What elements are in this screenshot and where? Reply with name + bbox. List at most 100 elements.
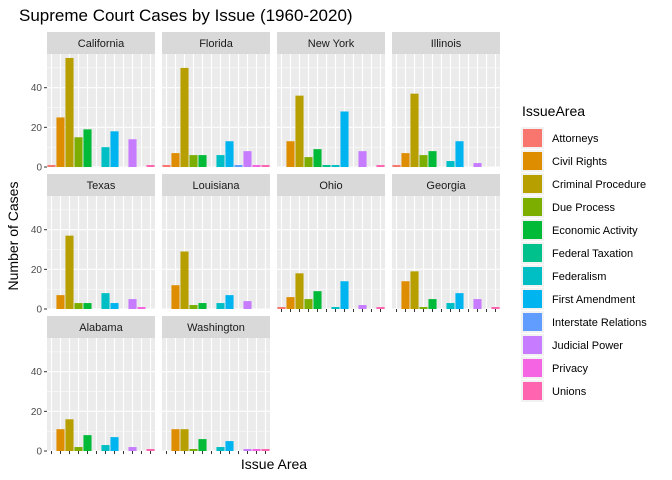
panel-background — [277, 196, 385, 309]
y-tick-label: 40 — [31, 83, 43, 94]
y-tick-label: 0 — [36, 163, 42, 174]
bar-first-amendment — [110, 437, 119, 451]
bar-civil-rights — [56, 295, 65, 309]
facet-new-york: New York — [277, 32, 385, 168]
panel-background — [47, 196, 155, 309]
legend-swatch — [523, 175, 542, 193]
y-tick-label: 20 — [31, 123, 43, 134]
bar-criminal-procedure — [295, 95, 304, 167]
facet-strip — [162, 174, 270, 196]
facet-strip — [392, 174, 500, 196]
facet-strip-label: Washington — [187, 322, 245, 334]
bar-due-process — [419, 307, 428, 309]
bar-criminal-procedure — [410, 93, 419, 167]
bar-civil-rights — [286, 297, 295, 309]
legend-swatch — [523, 359, 542, 377]
bar-judicial-power — [243, 301, 252, 309]
legend-item-interstate-relations: Interstate Relations — [521, 311, 647, 333]
panel-background — [162, 196, 270, 309]
facet-strip-label: New York — [308, 38, 355, 50]
bar-due-process — [189, 155, 198, 167]
facet-texas: Texas — [47, 174, 155, 310]
panel-background — [392, 196, 500, 309]
facet-panels: California Florida New York Illinois Texas Lo… — [47, 32, 500, 454]
legend-item-criminal-procedure: Criminal Procedure — [521, 173, 646, 195]
bar-criminal-procedure — [180, 429, 189, 451]
legend-item-federalism: Federalism — [521, 265, 606, 287]
bar-first-amendment — [340, 111, 349, 167]
x-axis-title: Issue Area — [241, 456, 307, 472]
bar-privacy — [252, 165, 261, 167]
bar-first-amendment — [225, 441, 234, 451]
legend-label: Due Process — [552, 202, 615, 214]
facet-strip-label: Georgia — [426, 180, 466, 192]
bar-judicial-power — [243, 449, 252, 451]
legend: IssueArea Attorneys Civil Rights Criminal … — [521, 103, 647, 402]
bar-attorneys — [392, 165, 401, 167]
panel-background — [162, 54, 270, 167]
bar-civil-rights — [56, 429, 65, 451]
bar-judicial-power — [128, 447, 137, 451]
legend-label: Unions — [552, 386, 587, 398]
facet-strip — [47, 174, 155, 196]
facet-strip-label: Florida — [199, 38, 234, 50]
legend-label: Interstate Relations — [552, 317, 647, 329]
bar-economic-activity — [313, 149, 322, 167]
bar-attorneys — [162, 165, 171, 167]
legend-swatch — [523, 129, 542, 147]
panel-background — [47, 54, 155, 167]
legend-swatch — [523, 382, 542, 400]
bar-federalism — [216, 303, 225, 309]
facet-ohio: Ohio — [277, 174, 385, 312]
bar-economic-activity — [83, 435, 92, 451]
facet-strip-label: California — [78, 38, 125, 50]
bar-first-amendment — [455, 293, 464, 309]
bar-first-amendment — [225, 295, 234, 309]
y-tick-label: 0 — [36, 305, 42, 316]
legend-item-judicial-power: Judicial Power — [521, 334, 623, 356]
bar-unions — [376, 165, 385, 167]
legend-swatch — [523, 336, 542, 354]
legend-label: Federalism — [552, 271, 606, 283]
bar-civil-rights — [56, 117, 65, 167]
bar-attorneys — [47, 165, 56, 167]
chart-title: Supreme Court Cases by Issue (1960-2020) — [19, 6, 353, 25]
y-tick-label: 40 — [31, 367, 43, 378]
facet-washington: Washington — [162, 316, 270, 454]
bar-economic-activity — [198, 303, 207, 309]
bar-civil-rights — [401, 281, 410, 309]
facet-strip-label: Louisiana — [192, 180, 240, 192]
facet-louisiana: Louisiana — [162, 174, 270, 310]
legend-item-first-amendment: First Amendment — [521, 288, 635, 310]
bar-judicial-power — [128, 139, 137, 167]
bar-unions — [146, 165, 155, 167]
bar-civil-rights — [401, 153, 410, 167]
bar-federalism — [446, 303, 455, 309]
bar-due-process — [189, 449, 198, 451]
facet-alabama: Alabama — [47, 316, 155, 454]
bar-criminal-procedure — [180, 251, 189, 309]
facet-strip — [47, 32, 155, 54]
bar-criminal-procedure — [65, 57, 74, 167]
bar-privacy — [137, 307, 146, 309]
facet-strip — [162, 32, 270, 54]
facet-strip-label: Ohio — [319, 180, 342, 192]
panel-background — [392, 54, 500, 167]
panel-background — [277, 54, 385, 167]
legend-label: Judicial Power — [552, 340, 623, 352]
legend-item-economic-activity: Economic Activity — [521, 219, 638, 241]
bar-unions — [146, 449, 155, 451]
bar-criminal-procedure — [65, 235, 74, 309]
bar-first-amendment — [455, 141, 464, 167]
facet-strip — [47, 316, 155, 338]
bar-due-process — [304, 299, 313, 309]
bar-criminal-procedure — [410, 271, 419, 309]
facet-georgia: Georgia — [392, 174, 500, 312]
bar-civil-rights — [171, 153, 180, 167]
legend-label: Criminal Procedure — [552, 179, 646, 191]
y-tick-label: 20 — [31, 407, 43, 418]
bar-unions — [376, 307, 385, 309]
bar-first-amendment — [225, 141, 234, 167]
bar-first-amendment — [340, 281, 349, 309]
legend-label: Privacy — [552, 363, 589, 375]
